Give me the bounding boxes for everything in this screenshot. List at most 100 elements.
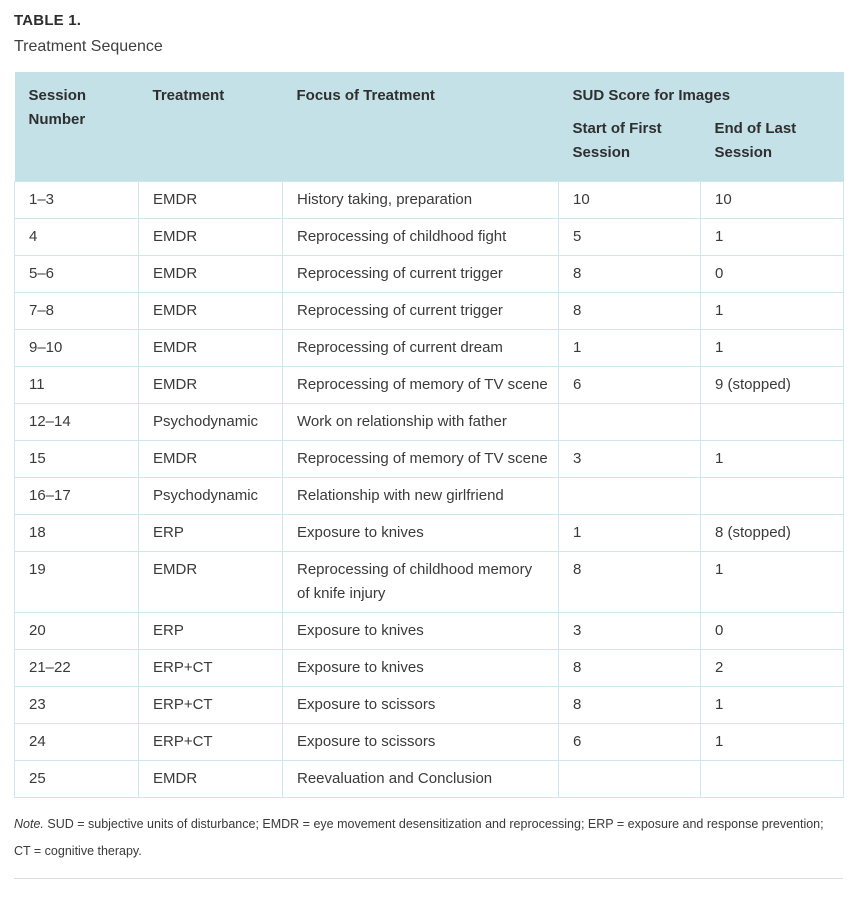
cell-focus-of-treatment: Relationship with new girlfriend — [282, 477, 559, 515]
cell-session-number: 21–22 — [14, 649, 139, 687]
cell-sud-start: 8 — [558, 551, 701, 613]
cell-treatment: EMDR — [138, 440, 283, 478]
cell-session-number: 24 — [14, 723, 139, 761]
cell-sud-end: 8 (stopped) — [700, 514, 844, 552]
cell-treatment: ERP+CT — [138, 649, 283, 687]
cell-sud-start: 5 — [558, 218, 701, 256]
col-header-treatment: Treatment — [138, 72, 283, 182]
cell-sud-end: 1 — [700, 551, 844, 613]
figure-header: TABLE 1. Treatment Sequence — [14, 12, 843, 56]
cell-focus-of-treatment: Reevaluation and Conclusion — [282, 760, 559, 798]
cell-treatment: ERP — [138, 612, 283, 650]
cell-focus-of-treatment: Reprocessing of memory of TV scene — [282, 366, 559, 404]
cell-focus-of-treatment: Exposure to scissors — [282, 723, 559, 761]
cell-session-number: 5–6 — [14, 255, 139, 293]
cell-sud-start — [558, 403, 701, 441]
table-figure: TABLE 1. Treatment Sequence Session Numb… — [14, 12, 844, 879]
cell-focus-of-treatment: Reprocessing of childhood fight — [282, 218, 559, 256]
cell-session-number: 19 — [14, 551, 139, 613]
table-label: TABLE 1. — [14, 12, 82, 29]
table-row: 7–8 EMDR Reprocessing of current trigger… — [14, 292, 844, 330]
cell-sud-start: 10 — [558, 181, 701, 219]
cell-sud-start: 8 — [558, 255, 701, 293]
cell-sud-end: 1 — [700, 329, 844, 367]
col-header-sud-start: Start of First Session — [558, 108, 701, 182]
cell-sud-end: 1 — [700, 440, 844, 478]
cell-sud-end: 1 — [700, 218, 844, 256]
cell-treatment: ERP+CT — [138, 723, 283, 761]
col-header-sud-score-group: SUD Score for Images — [558, 72, 844, 108]
cell-session-number: 20 — [14, 612, 139, 650]
cell-sud-end — [700, 760, 844, 798]
table-row: 5–6 EMDR Reprocessing of current trigger… — [14, 255, 844, 293]
cell-session-number: 4 — [14, 218, 139, 256]
cell-sud-start: 8 — [558, 649, 701, 687]
cell-sud-start: 3 — [558, 612, 701, 650]
table-row: 25 EMDR Reevaluation and Conclusion — [14, 760, 844, 798]
table-row: 18 ERP Exposure to knives 1 8 (stopped) — [14, 514, 844, 552]
col-header-focus-of-treatment: Focus of Treatment — [282, 72, 559, 182]
cell-session-number: 23 — [14, 686, 139, 724]
cell-treatment: EMDR — [138, 218, 283, 256]
cell-treatment: ERP+CT — [138, 686, 283, 724]
cell-sud-start: 1 — [558, 514, 701, 552]
table-note: Note. SUD = subjective units of disturba… — [14, 811, 843, 865]
cell-sud-end — [700, 477, 844, 515]
col-header-sud-end: End of Last Session — [700, 108, 844, 182]
cell-treatment: Psychodynamic — [138, 403, 283, 441]
cell-focus-of-treatment: Exposure to knives — [282, 514, 559, 552]
cell-sud-start — [558, 760, 701, 798]
cell-focus-of-treatment: History taking, preparation — [282, 181, 559, 219]
cell-sud-end: 0 — [700, 255, 844, 293]
cell-treatment: EMDR — [138, 255, 283, 293]
table-row: 4 EMDR Reprocessing of childhood fight 5… — [14, 218, 844, 256]
cell-sud-start: 6 — [558, 723, 701, 761]
cell-session-number: 15 — [14, 440, 139, 478]
bottom-rule — [14, 877, 843, 879]
cell-sud-end: 10 — [700, 181, 844, 219]
cell-focus-of-treatment: Reprocessing of memory of TV scene — [282, 440, 559, 478]
table-row: 23 ERP+CT Exposure to scissors 8 1 — [14, 686, 844, 724]
table-header: Session Number Treatment Focus of Treatm… — [14, 72, 844, 182]
cell-sud-start: 8 — [558, 686, 701, 724]
note-text: SUD = subjective units of disturbance; E… — [14, 817, 824, 858]
cell-sud-end: 0 — [700, 612, 844, 650]
cell-sud-end: 2 — [700, 649, 844, 687]
table-row: 24 ERP+CT Exposure to scissors 6 1 — [14, 723, 844, 761]
treatment-sequence-table: Session Number Treatment Focus of Treatm… — [14, 72, 844, 798]
cell-treatment: Psychodynamic — [138, 477, 283, 515]
cell-sud-end — [700, 403, 844, 441]
cell-session-number: 18 — [14, 514, 139, 552]
cell-sud-start — [558, 477, 701, 515]
cell-sud-end: 1 — [700, 686, 844, 724]
table-row: 21–22 ERP+CT Exposure to knives 8 2 — [14, 649, 844, 687]
table-row: 15 EMDR Reprocessing of memory of TV sce… — [14, 440, 844, 478]
note-label: Note. — [14, 817, 44, 831]
cell-sud-start: 8 — [558, 292, 701, 330]
table-row: 9–10 EMDR Reprocessing of current dream … — [14, 329, 844, 367]
cell-sud-end: 9 (stopped) — [700, 366, 844, 404]
cell-session-number: 1–3 — [14, 181, 139, 219]
cell-treatment: EMDR — [138, 366, 283, 404]
cell-focus-of-treatment: Exposure to knives — [282, 612, 559, 650]
cell-focus-of-treatment: Exposure to knives — [282, 649, 559, 687]
cell-treatment: EMDR — [138, 181, 283, 219]
cell-session-number: 11 — [14, 366, 139, 404]
table-row: 11 EMDR Reprocessing of memory of TV sce… — [14, 366, 844, 404]
cell-sud-start: 1 — [558, 329, 701, 367]
cell-focus-of-treatment: Reprocessing of childhood memory of knif… — [282, 551, 559, 613]
table-row: 12–14 Psychodynamic Work on relationship… — [14, 403, 844, 441]
table-row: 16–17 Psychodynamic Relationship with ne… — [14, 477, 844, 515]
cell-focus-of-treatment: Reprocessing of current dream — [282, 329, 559, 367]
cell-session-number: 9–10 — [14, 329, 139, 367]
table-row: 19 EMDR Reprocessing of childhood memory… — [14, 551, 844, 613]
cell-session-number: 25 — [14, 760, 139, 798]
col-header-session-number: Session Number — [14, 72, 139, 182]
cell-sud-start: 3 — [558, 440, 701, 478]
cell-focus-of-treatment: Reprocessing of current trigger — [282, 292, 559, 330]
cell-treatment: ERP — [138, 514, 283, 552]
table-body: 1–3 EMDR History taking, preparation 10 … — [14, 181, 844, 798]
cell-session-number: 16–17 — [14, 477, 139, 515]
cell-focus-of-treatment: Reprocessing of current trigger — [282, 255, 559, 293]
cell-treatment: EMDR — [138, 329, 283, 367]
